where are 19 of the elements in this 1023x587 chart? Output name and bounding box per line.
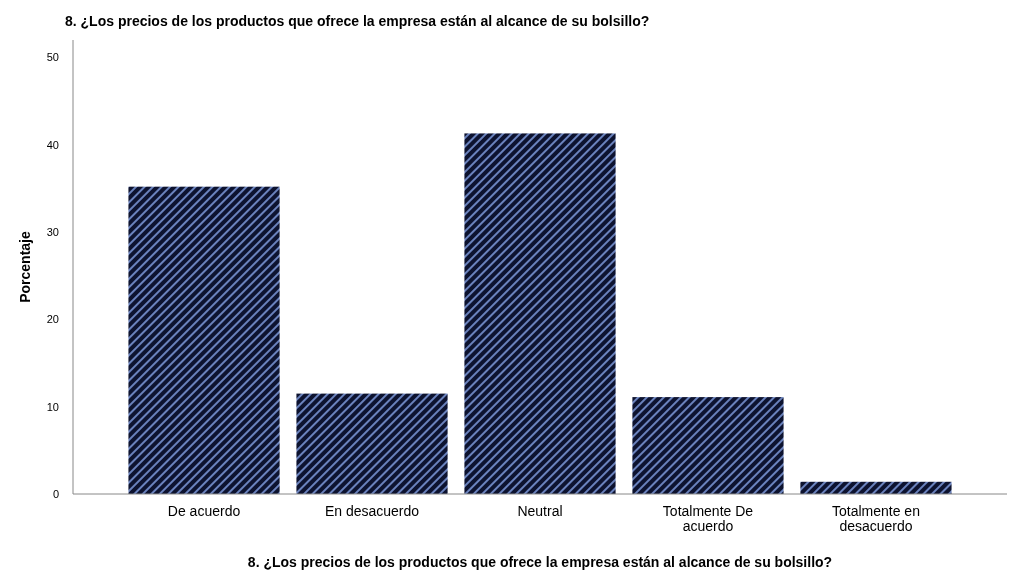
x-tick-label: En desacuerdo [324,503,420,519]
x-tick-label: Neutral [517,503,563,519]
chart-title: 8. ¿Los precios de los productos que ofrece la empresa están al alcance de su bolsillo? [65,13,650,29]
y-tick-label: 30 [46,225,59,238]
x-axis-title: 8. ¿Los precios de los productos que ofrece la empresa están al alcance de su bolsillo? [247,554,833,570]
bar [296,393,448,494]
bar [800,481,952,494]
y-tick-label: 0 [52,487,59,500]
x-tick-label: De acuerdo [167,503,241,519]
y-axis-title: Porcentaje [17,231,33,303]
bar [464,133,616,494]
x-tick-label: Totalmente De acuerdo [662,503,754,534]
y-tick-label: 40 [46,138,59,151]
bar [632,397,784,494]
y-tick-label: 20 [46,313,59,326]
y-tick-label: 50 [46,51,59,64]
bar [128,186,280,494]
x-tick-label: Totalmente en desacuerdo [831,503,920,534]
y-tick-label: 10 [46,400,59,413]
